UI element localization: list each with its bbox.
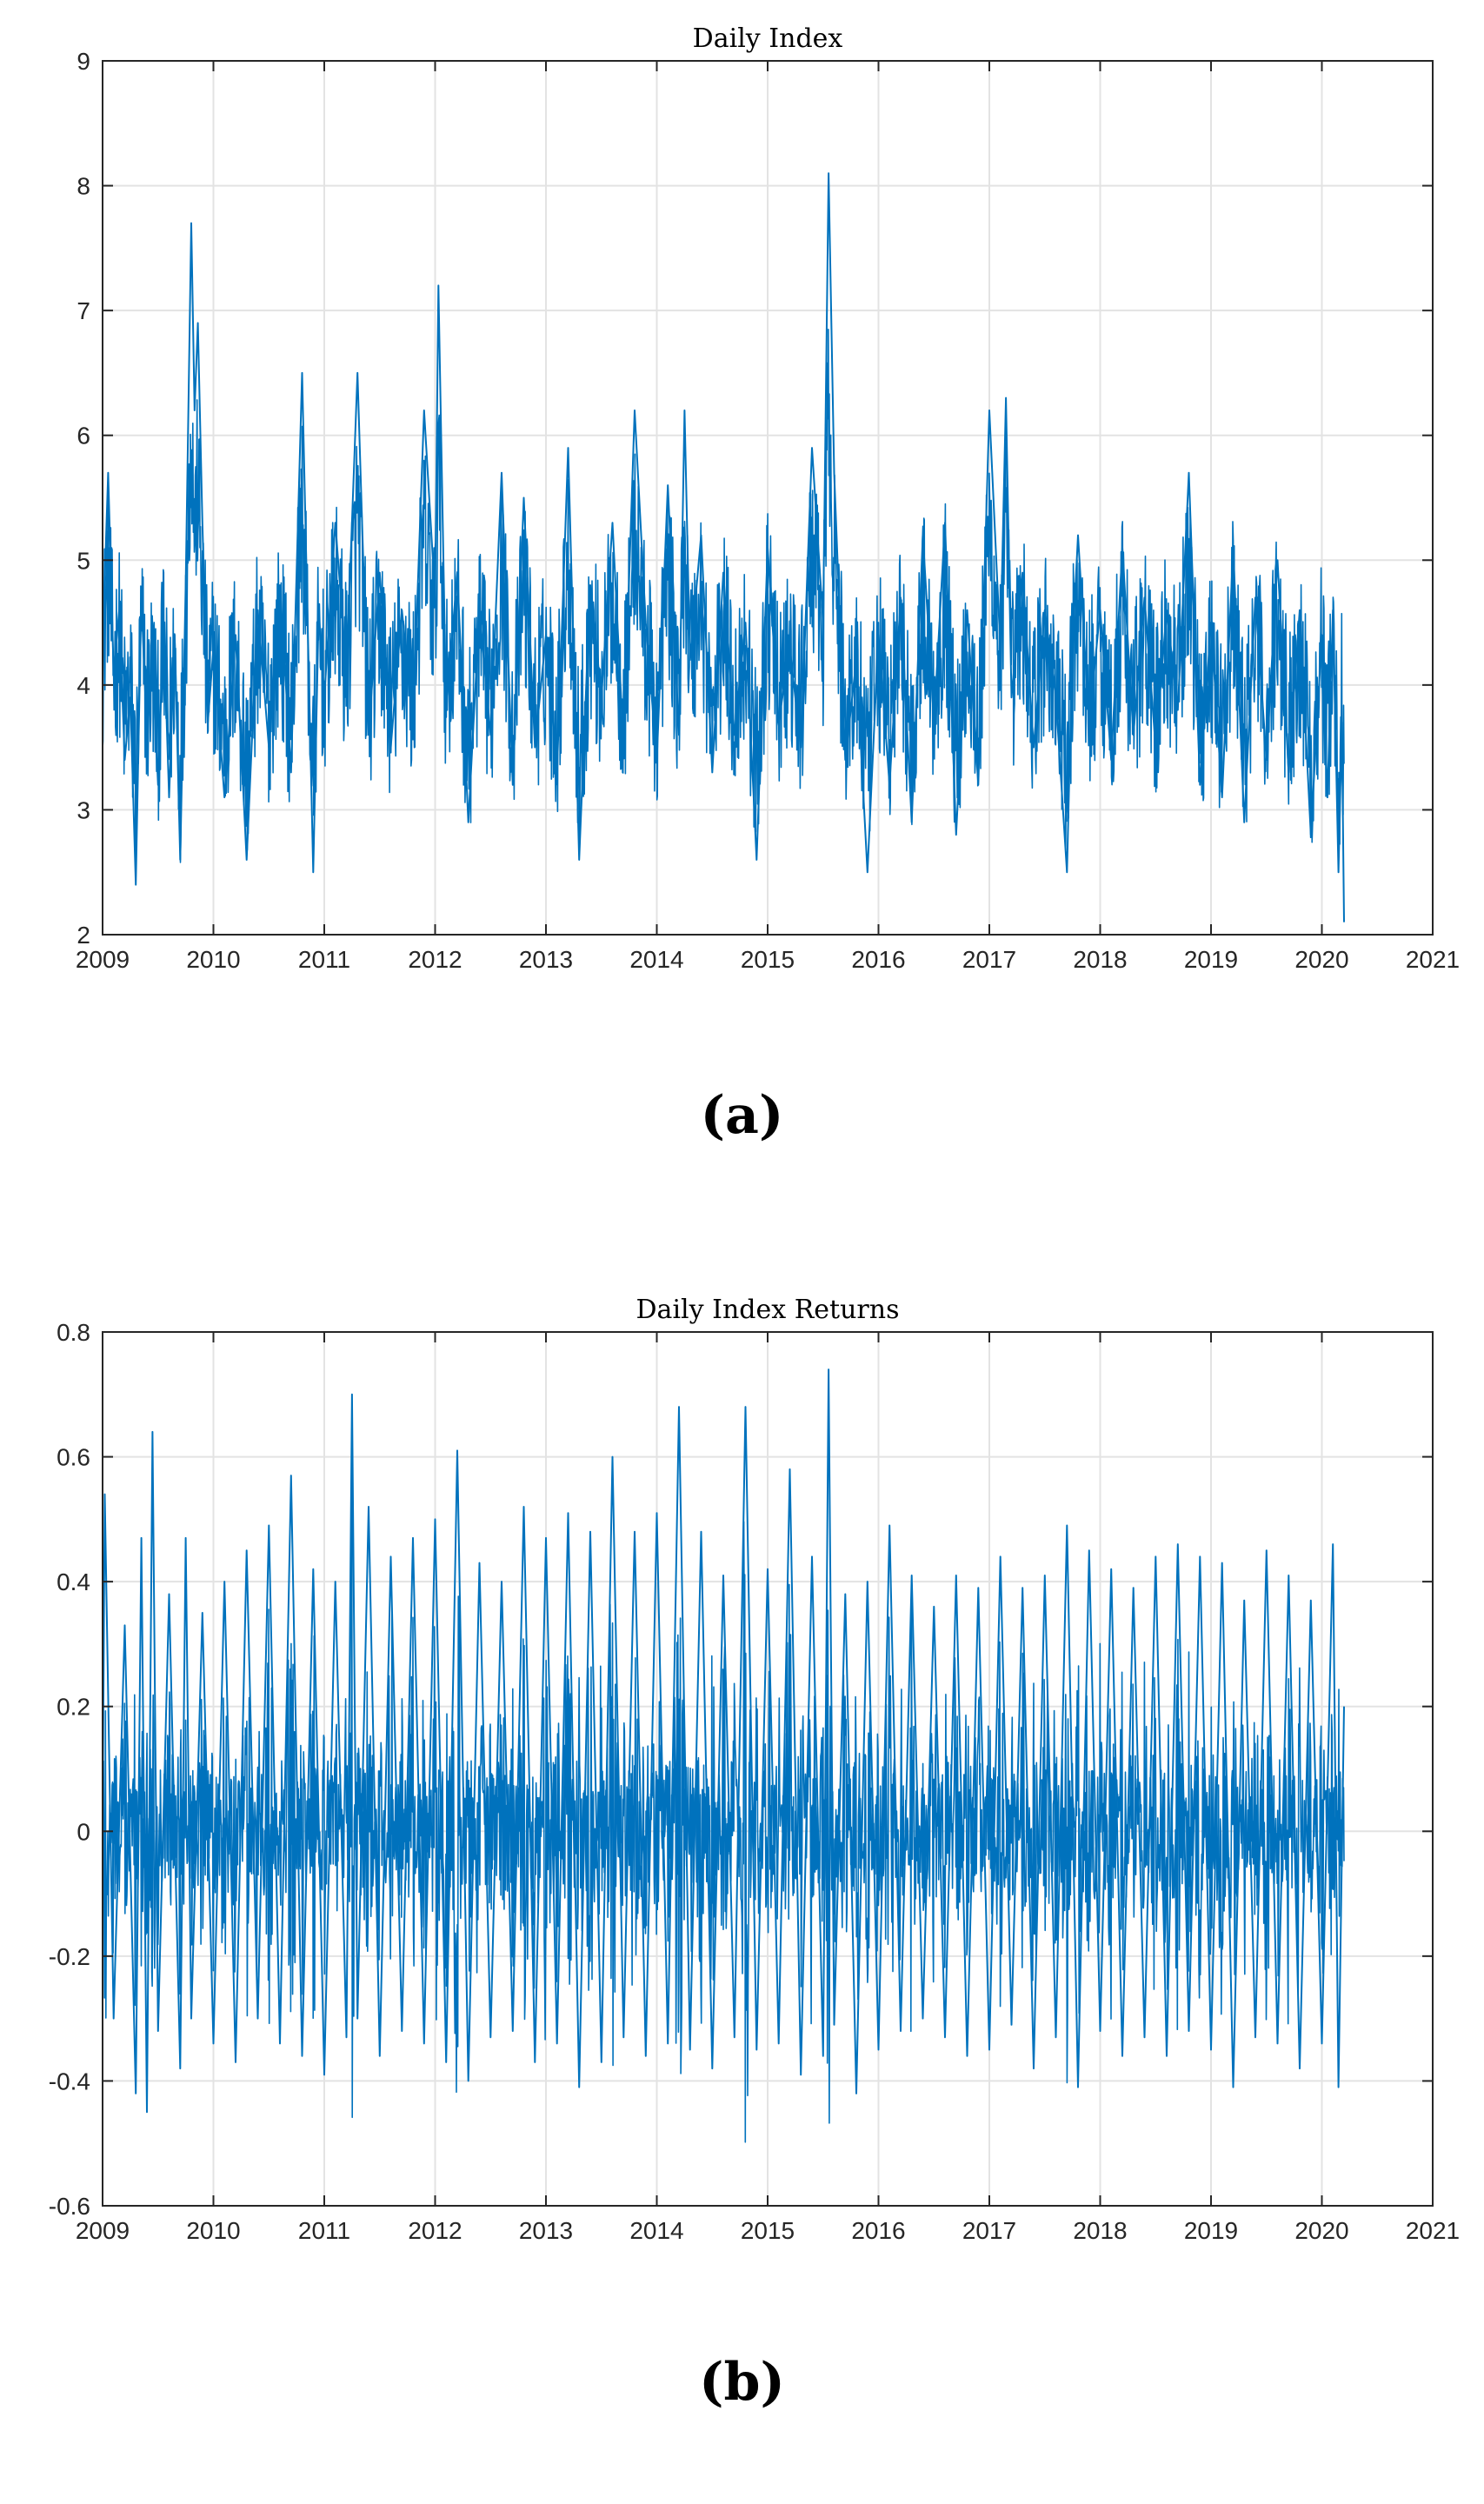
x-tick-label: 2021	[1406, 946, 1460, 973]
x-tick-label: 2019	[1184, 946, 1238, 973]
series-line-fill	[102, 1437, 1345, 2143]
y-tick-label: 0.8	[57, 1319, 90, 1346]
x-tick-label: 2018	[1073, 2217, 1127, 2244]
chart-title: Daily Index Returns	[636, 1295, 900, 1325]
x-tick-label: 2011	[298, 946, 350, 973]
x-tick-label: 2016	[851, 946, 905, 973]
x-tick-label: 2015	[741, 2217, 795, 2244]
x-tick-label: 2012	[408, 2217, 462, 2244]
x-tick-label: 2014	[629, 946, 683, 973]
x-tick-label: 2016	[851, 2217, 905, 2244]
panel-label-a: (a)	[700, 1085, 784, 1146]
y-tick-label: 5	[77, 547, 90, 574]
x-tick-label: 2013	[519, 946, 573, 973]
y-tick-label: -0.6	[49, 2193, 90, 2220]
y-tick-label: 0.6	[57, 1444, 90, 1471]
y-tick-label: -0.4	[49, 2068, 90, 2094]
chart-title: Daily Index	[693, 23, 843, 54]
x-tick-label: 2012	[408, 946, 462, 973]
x-tick-label: 2020	[1294, 946, 1348, 973]
x-tick-label: 2010	[186, 2217, 240, 2244]
y-tick-label: 0.2	[57, 1694, 90, 1721]
y-tick-label: 0.4	[57, 1568, 90, 1595]
y-tick-label: 2	[77, 922, 90, 949]
y-tick-label: 9	[77, 48, 90, 75]
figure: 2009 2010 2011 2012 2013 2014 2015 2016 2017 2018…	[49, 23, 1460, 2413]
x-tick-label: 2021	[1406, 2217, 1460, 2244]
y-tick-label: 3	[77, 796, 90, 823]
y-tick-label: 0	[77, 1818, 90, 1845]
x-tick-label: 2015	[741, 946, 795, 973]
x-tick-label: 2017	[962, 946, 1016, 973]
x-tick-label: 2014	[629, 2217, 683, 2244]
chart-daily-index-returns: 2009 2010 2011 2012 2013 2014 2015 2016 2017 2018…	[49, 1295, 1460, 2244]
x-tick-label: 2017	[962, 2217, 1016, 2244]
x-tick-label: 2009	[76, 2217, 130, 2244]
series-line-fill	[102, 329, 1345, 863]
y-tick-label: -0.2	[49, 1943, 90, 1970]
series-line	[102, 172, 1345, 922]
y-tick-label: 8	[77, 173, 90, 200]
x-tick-label: 2010	[186, 946, 240, 973]
x-tick-label: 2020	[1294, 2217, 1348, 2244]
chart-daily-index: 2009 2010 2011 2012 2013 2014 2015 2016 2017 2018…	[76, 23, 1460, 973]
x-tick-label: 2009	[76, 946, 130, 973]
y-tick-label: 7	[77, 297, 90, 324]
x-tick-label: 2013	[519, 2217, 573, 2244]
y-tick-label: 6	[77, 423, 90, 450]
x-tick-label: 2019	[1184, 2217, 1238, 2244]
y-tick-label: 4	[77, 672, 90, 699]
series-line	[102, 1369, 1345, 2114]
panel-label-b: (b)	[699, 2352, 785, 2413]
x-tick-label: 2018	[1073, 946, 1127, 973]
x-tick-label: 2011	[298, 2217, 350, 2244]
